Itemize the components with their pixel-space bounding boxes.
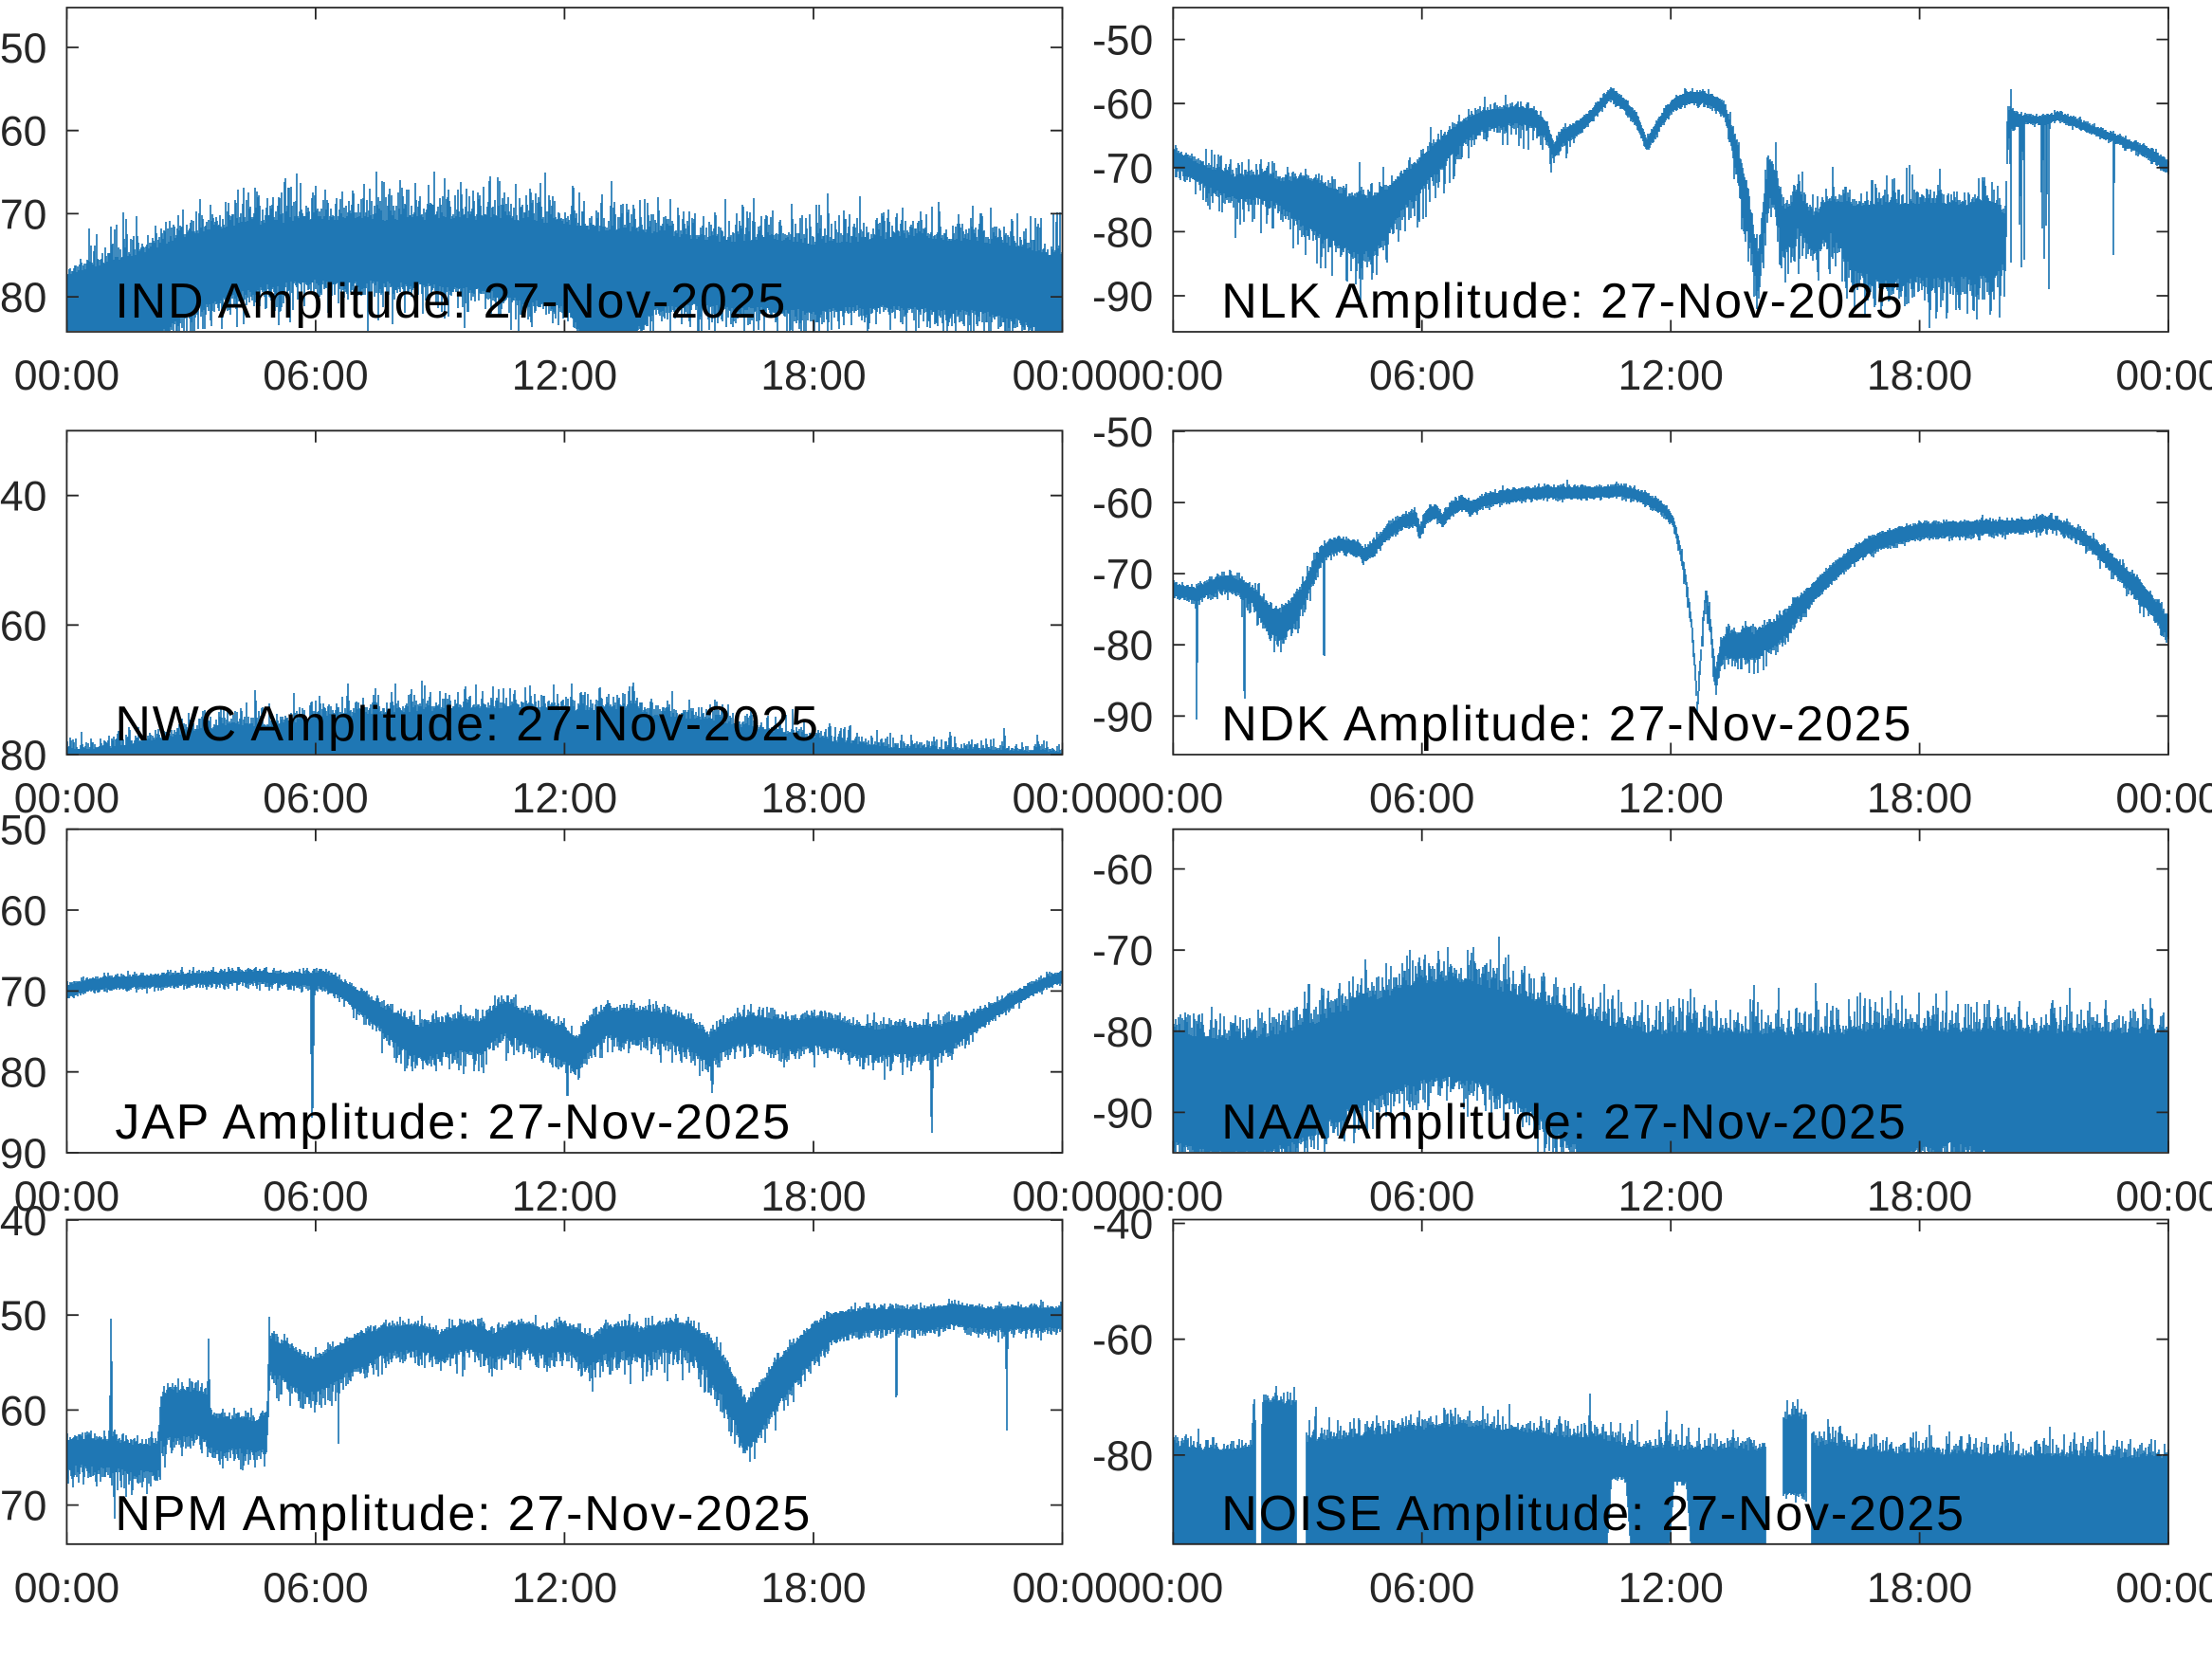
svg-text:-50: -50 (0, 26, 46, 72)
svg-text:06:00: 06:00 (263, 353, 368, 399)
svg-text:12:00: 12:00 (1618, 775, 1724, 822)
svg-text:06:00: 06:00 (1369, 775, 1474, 822)
svg-text:-80: -80 (1092, 210, 1153, 256)
svg-text:-80: -80 (0, 1050, 46, 1097)
svg-text:18:00: 18:00 (1867, 1174, 1972, 1220)
svg-text:-70: -70 (1092, 146, 1153, 192)
svg-text:12:00: 12:00 (1618, 1565, 1724, 1612)
svg-text:-40: -40 (0, 474, 46, 520)
svg-text:06:00: 06:00 (263, 1174, 368, 1220)
svg-text:00:0000:00: 00:0000:00 (1013, 1565, 1224, 1612)
svg-text:-80: -80 (0, 275, 46, 321)
svg-text:18:00: 18:00 (760, 1565, 866, 1612)
svg-text:-70: -70 (1092, 928, 1153, 975)
svg-text:00:00: 00:00 (14, 1174, 119, 1220)
svg-text:06:00: 06:00 (263, 1565, 368, 1612)
svg-text:18:00: 18:00 (1867, 1565, 1972, 1612)
svg-text:18:00: 18:00 (760, 353, 866, 399)
svg-text:-50: -50 (0, 808, 46, 854)
svg-text:-50: -50 (1092, 410, 1153, 456)
svg-text:NDK Amplitude: 27-Nov-2025: NDK Amplitude: 27-Nov-2025 (1221, 697, 1912, 752)
svg-text:-90: -90 (1092, 694, 1153, 740)
svg-text:-60: -60 (0, 888, 46, 935)
svg-text:-50: -50 (0, 1293, 46, 1340)
svg-text:06:00: 06:00 (1369, 353, 1474, 399)
svg-text:12:00: 12:00 (1618, 1174, 1724, 1220)
svg-text:-40: -40 (0, 1198, 46, 1245)
svg-text:-70: -70 (0, 969, 46, 1015)
svg-text:18:00: 18:00 (1867, 353, 1972, 399)
svg-text:NOISE Amplitude: 27-Nov-2025: NOISE Amplitude: 27-Nov-2025 (1221, 1486, 1965, 1541)
svg-text:00:0000:00: 00:0000:00 (1013, 353, 1224, 399)
svg-text:-80: -80 (1092, 1010, 1153, 1056)
svg-text:00:00: 00:00 (14, 353, 119, 399)
svg-text:-60: -60 (1092, 848, 1153, 894)
svg-text:-80: -80 (0, 733, 46, 779)
svg-text:12:00: 12:00 (512, 775, 617, 822)
svg-text:18:00: 18:00 (760, 775, 866, 822)
svg-text:-60: -60 (1092, 82, 1153, 128)
svg-text:00:00: 00:00 (2115, 1174, 2212, 1220)
svg-text:00:00: 00:00 (2115, 353, 2212, 399)
svg-text:NAA Amplitude: 27-Nov-2025: NAA Amplitude: 27-Nov-2025 (1221, 1095, 1907, 1150)
svg-text:-60: -60 (1092, 1318, 1153, 1364)
svg-text:00:00: 00:00 (2115, 1565, 2212, 1612)
svg-text:00:00: 00:00 (14, 1565, 119, 1612)
svg-text:06:00: 06:00 (263, 775, 368, 822)
svg-text:-80: -80 (1092, 623, 1153, 669)
svg-text:JAP Amplitude: 27-Nov-2025: JAP Amplitude: 27-Nov-2025 (115, 1095, 792, 1150)
svg-text:-40: -40 (1092, 1202, 1153, 1249)
svg-text:-60: -60 (0, 1388, 46, 1434)
svg-text:-60: -60 (1092, 481, 1153, 527)
svg-text:12:00: 12:00 (512, 1565, 617, 1612)
svg-text:-50: -50 (1092, 18, 1153, 64)
svg-text:NWC Amplitude: 27-Nov-2025: NWC Amplitude: 27-Nov-2025 (115, 697, 819, 752)
svg-text:-80: -80 (1092, 1433, 1153, 1480)
svg-text:12:00: 12:00 (512, 1174, 617, 1220)
svg-text:-60: -60 (0, 109, 46, 155)
svg-text:06:00: 06:00 (1369, 1565, 1474, 1612)
svg-text:-90: -90 (0, 1131, 46, 1177)
svg-text:-90: -90 (1092, 274, 1153, 320)
svg-text:IND Amplitude: 27-Nov-2025: IND Amplitude: 27-Nov-2025 (115, 274, 787, 329)
svg-text:-60: -60 (0, 603, 46, 649)
svg-text:00:0000:00: 00:0000:00 (1013, 775, 1224, 822)
svg-text:-90: -90 (1092, 1090, 1153, 1137)
svg-text:-70: -70 (0, 1484, 46, 1530)
svg-text:18:00: 18:00 (1867, 775, 1972, 822)
svg-text:12:00: 12:00 (1618, 353, 1724, 399)
svg-text:NPM Amplitude: 27-Nov-2025: NPM Amplitude: 27-Nov-2025 (115, 1486, 812, 1541)
svg-text:00:00: 00:00 (2115, 775, 2212, 822)
svg-text:-70: -70 (1092, 552, 1153, 598)
svg-text:00:00: 00:00 (14, 775, 119, 822)
svg-text:-70: -70 (0, 191, 46, 238)
svg-text:NLK Amplitude: 27-Nov-2025: NLK Amplitude: 27-Nov-2025 (1221, 274, 1904, 329)
svg-text:12:00: 12:00 (512, 353, 617, 399)
svg-text:06:00: 06:00 (1369, 1174, 1474, 1220)
svg-text:18:00: 18:00 (760, 1174, 866, 1220)
svg-text:00:0000:00: 00:0000:00 (1013, 1174, 1224, 1220)
